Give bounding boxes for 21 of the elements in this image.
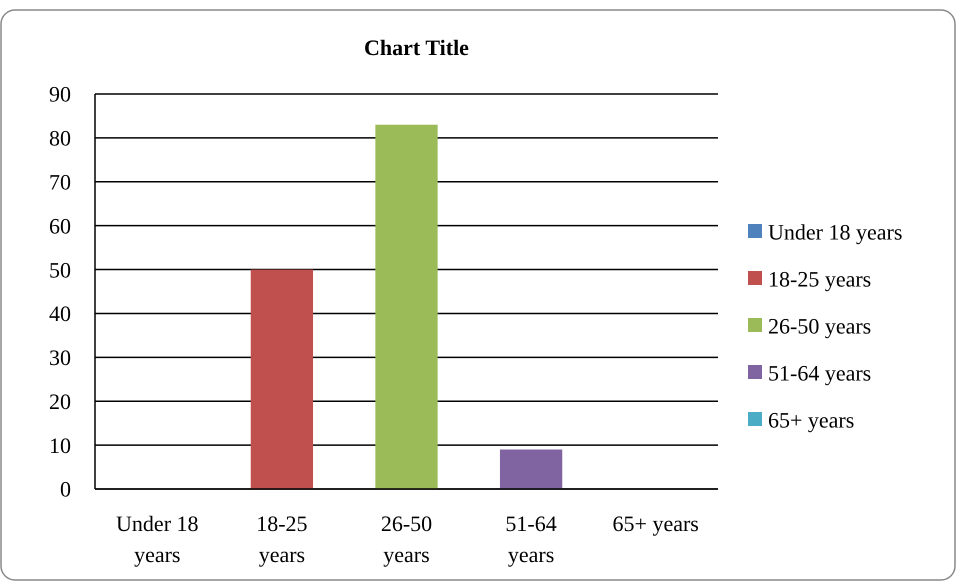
- x-tick-label: 26-50 years: [380, 511, 432, 567]
- y-tick-label: 0: [60, 476, 71, 502]
- x-tick-label: 65+ years: [612, 511, 699, 536]
- y-tick-label: 60: [49, 213, 71, 238]
- legend-label: Under 18 years: [768, 220, 902, 245]
- y-tick-label: 40: [49, 301, 71, 326]
- chart-title: Chart Title: [364, 35, 470, 60]
- x-tick-label: 51-64 years: [505, 511, 557, 567]
- y-tick-label: 80: [49, 126, 71, 151]
- legend-label: 51-64 years: [768, 360, 872, 386]
- y-tick-label: 90: [49, 82, 71, 107]
- y-tick-label: 20: [49, 388, 71, 414]
- y-tick-label: 50: [49, 257, 71, 282]
- y-tick-label: 10: [49, 432, 71, 458]
- legend-label: 26-50 years: [768, 314, 872, 339]
- y-tick-label: 70: [49, 169, 71, 194]
- x-tick-label: Under 18 years: [116, 511, 199, 567]
- legend-label: 65+ years: [768, 408, 854, 433]
- legend-label: 18-25 years: [768, 266, 872, 292]
- y-tick-label: 30: [49, 345, 71, 370]
- x-tick-label: 18-25 years: [256, 511, 308, 567]
